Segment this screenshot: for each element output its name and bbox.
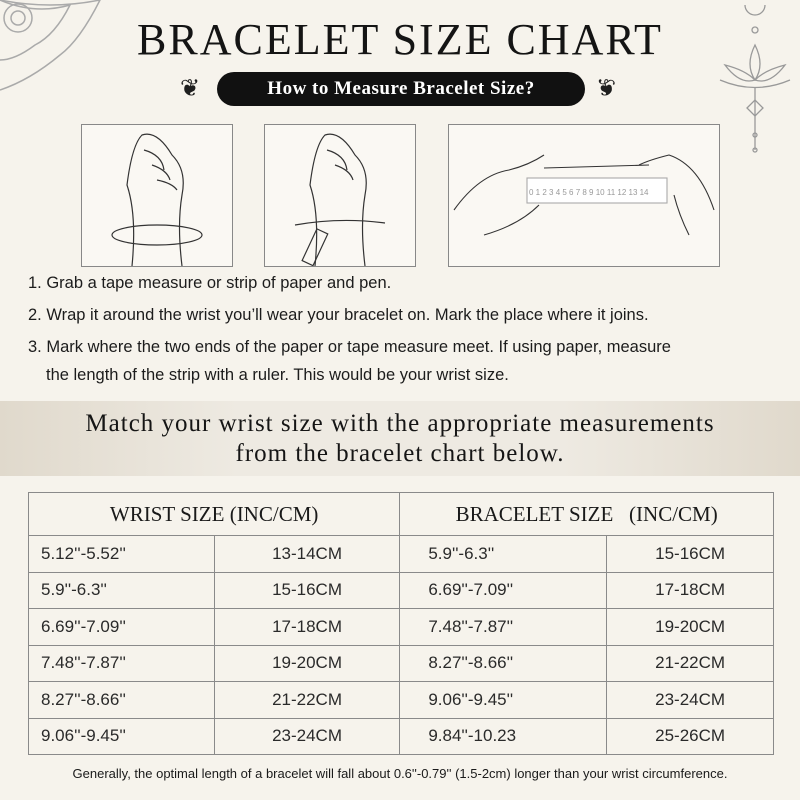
table-cell: 5.9''-6.3'' bbox=[28, 571, 215, 609]
swirl-left-icon: ❦ bbox=[180, 75, 201, 102]
table-cell: 7.48''-7.87'' bbox=[399, 608, 608, 646]
ruler-numbers: 0 1 2 3 4 5 6 7 8 9 10 11 12 13 14 bbox=[529, 188, 649, 197]
mandala-corner-ornament bbox=[0, 0, 101, 91]
table-cell: 17-18CM bbox=[213, 608, 401, 646]
table-cell: 19-20CM bbox=[213, 644, 401, 682]
table-cell: 21-22CM bbox=[213, 681, 401, 719]
table-cell: 23-24CM bbox=[606, 681, 774, 719]
table-row: 7.48''-7.87'' 19-20CM 8.27''-8.66'' 21-22CM bbox=[28, 644, 774, 682]
table-row: 5.9''-6.3'' 15-16CM 6.69''-7.09'' 17-18CM bbox=[28, 571, 774, 609]
table-cell: 5.9''-6.3'' bbox=[399, 535, 608, 573]
table-cell: 6.69''-7.09'' bbox=[399, 571, 608, 609]
table-cell: 15-16CM bbox=[213, 571, 401, 609]
table-cell: 8.27''-8.66'' bbox=[28, 681, 215, 719]
table-cell: 15-16CM bbox=[606, 535, 774, 573]
size-table: WRIST SIZE (INC/CM) BRACELET SIZE (INC/CM… bbox=[27, 492, 774, 755]
table-row: 5.12''-5.52'' 13-14CM 5.9''-6.3'' 15-16CM bbox=[28, 535, 774, 573]
header-bracelet: BRACELET SIZE (INC/CM) bbox=[399, 492, 774, 536]
table-cell: 17-18CM bbox=[606, 571, 774, 609]
table-cell: 19-20CM bbox=[606, 608, 774, 646]
table-cell: 13-14CM bbox=[213, 535, 401, 573]
table-header: WRIST SIZE (INC/CM) BRACELET SIZE (INC/CM… bbox=[27, 492, 774, 536]
subtitle-pill: How to Measure Bracelet Size? bbox=[217, 72, 585, 106]
table-row: 8.27''-8.66'' 21-22CM 9.06''-9.45'' 23-24CM bbox=[28, 681, 774, 719]
page-title: BRACELET SIZE CHART bbox=[137, 15, 663, 64]
table-cell: 9.06''-9.45'' bbox=[399, 681, 608, 719]
illustration-wrap-wrist bbox=[81, 124, 233, 267]
swirl-right-icon: ❦ bbox=[596, 75, 617, 102]
band-line-2: from the bracelet chart below. bbox=[235, 440, 565, 467]
table-row: 9.06''-9.45'' 23-24CM 9.84''-10.23 25-26CM bbox=[28, 717, 774, 755]
table-cell: 9.84''-10.23 bbox=[399, 717, 608, 755]
table-cell: 7.48''-7.87'' bbox=[28, 644, 215, 682]
band-line-1: Match your wrist size with the appropria… bbox=[85, 410, 715, 437]
step-1: 1. Grab a tape measure or strip of paper… bbox=[28, 274, 392, 292]
table-cell: 8.27''-8.66'' bbox=[399, 644, 608, 682]
table-cell: 25-26CM bbox=[606, 717, 774, 755]
illustration-ruler: 0 1 2 3 4 5 6 7 8 9 10 11 12 13 14 bbox=[448, 124, 720, 267]
illustration-mark-wrist bbox=[264, 124, 416, 267]
step-3: 3. Mark where the two ends of the paper … bbox=[28, 338, 671, 356]
table-row: 6.69''-7.09'' 17-18CM 7.48''-7.87'' 19-20CM bbox=[28, 608, 774, 646]
table-cell: 23-24CM bbox=[213, 717, 401, 755]
table-cell: 6.69''-7.09'' bbox=[28, 608, 215, 646]
footnote: Generally, the optimal length of a brace… bbox=[72, 766, 728, 781]
instruction-band: Match your wrist size with the appropria… bbox=[0, 401, 800, 476]
table-cell: 9.06''-9.45'' bbox=[28, 717, 215, 755]
step-3-cont: the length of the strip with a ruler. Th… bbox=[46, 366, 509, 384]
header-wrist: WRIST SIZE (INC/CM) bbox=[27, 492, 401, 536]
table-cell: 21-22CM bbox=[606, 644, 774, 682]
lotus-ornament bbox=[719, 4, 791, 153]
table-cell: 5.12''-5.52'' bbox=[28, 535, 215, 573]
step-2: 2. Wrap it around the wrist you’ll wear … bbox=[28, 306, 649, 324]
